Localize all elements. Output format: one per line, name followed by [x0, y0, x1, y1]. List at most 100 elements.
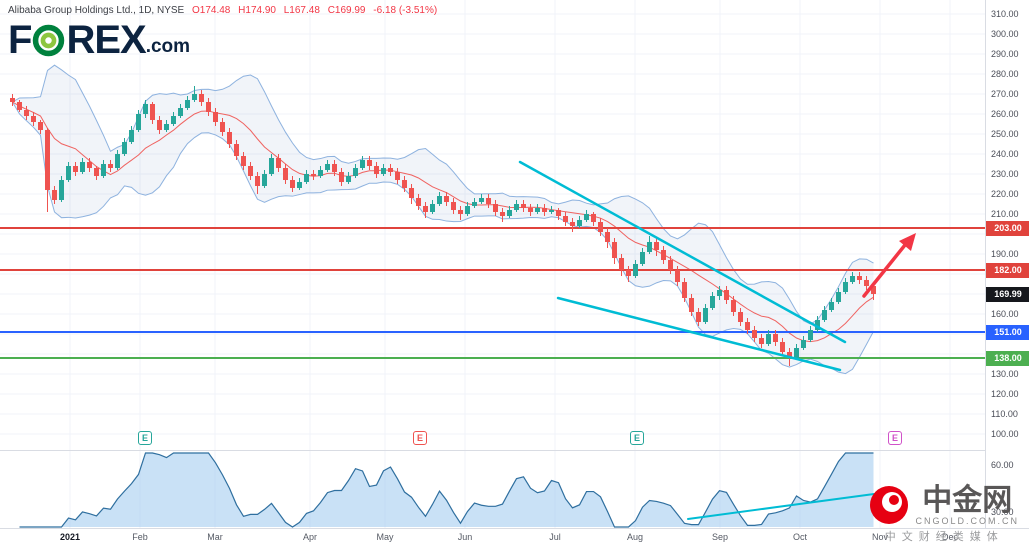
watermark-texts: 中金网 CNGOLD.COM.CN — [915, 483, 1019, 526]
candle-body — [542, 208, 547, 212]
candle-body — [570, 222, 575, 226]
candle-body — [87, 162, 92, 168]
trendline[interactable] — [556, 296, 842, 372]
candle-body — [423, 206, 428, 212]
candle-body — [521, 204, 526, 208]
earnings-event-icon[interactable]: E — [413, 431, 427, 445]
level-price-label: 138.00 — [986, 351, 1029, 366]
candle-body — [31, 116, 36, 122]
candle-body — [486, 198, 491, 204]
last-price-label: 169.99 — [986, 287, 1029, 303]
candle-body — [234, 144, 239, 156]
candle-body — [178, 108, 183, 116]
time-axis-label: Mar — [207, 532, 223, 542]
candle-body — [871, 286, 876, 294]
candle-body — [472, 202, 477, 206]
candle-body — [633, 264, 638, 276]
candle-body — [10, 98, 15, 102]
candle-body — [101, 164, 106, 176]
candle-body — [500, 212, 505, 216]
ohlc-close: C169.99 — [327, 5, 366, 16]
forex-logo-f: F — [8, 18, 32, 62]
arrow-line[interactable] — [862, 243, 907, 298]
time-axis[interactable]: 2021 Feb Mar Apr May Jun Jul Aug Sep Oct Nov Dec — [0, 528, 1029, 546]
candle-body — [640, 252, 645, 264]
candle-body — [339, 172, 344, 182]
oscillator-line — [19, 452, 874, 528]
level-price-label: 182.00 — [986, 263, 1029, 278]
price-axis[interactable]: 100.00 110.00 120.00 130.00 160.00 190.00 210.… — [985, 0, 1029, 546]
candle-body — [801, 340, 806, 348]
candle-body — [290, 180, 295, 188]
chart-canvas[interactable] — [0, 0, 985, 546]
candle-body — [311, 174, 316, 176]
ohlc-open: O174.48 — [192, 5, 231, 16]
cngold-watermark: 中金网 CNGOLD.COM.CN 中文财经类媒体 — [869, 483, 1019, 545]
candle-body — [262, 174, 267, 186]
candle-body — [52, 190, 57, 200]
bollinger-lower-band — [12, 101, 874, 375]
candle-body — [850, 276, 855, 282]
trendline[interactable] — [687, 493, 875, 520]
trendline[interactable] — [518, 160, 847, 344]
chart-header: Alibaba Group Holdings Ltd., 1D, NYSE O1… — [8, 5, 437, 60]
pane-divider[interactable] — [0, 450, 1029, 451]
oscillator-axis-label: 30.00 — [991, 507, 1014, 517]
candle-body — [45, 130, 50, 190]
earnings-event-icon[interactable]: E — [138, 431, 152, 445]
symbol-info-bar[interactable]: Alibaba Group Holdings Ltd., 1D, NYSE O1… — [8, 5, 437, 16]
candle-body — [822, 310, 827, 320]
candle-body — [136, 114, 141, 130]
candle-body — [59, 180, 64, 200]
price-axis-label: 250.00 — [991, 129, 1019, 139]
candle-body — [535, 208, 540, 212]
candle-body — [66, 166, 71, 180]
candle-body — [38, 122, 43, 130]
candle-body — [591, 214, 596, 222]
candle-body — [437, 196, 442, 204]
candle-body — [374, 166, 379, 174]
candle-body — [269, 158, 274, 174]
candle-body — [80, 162, 85, 172]
level-price-label: 203.00 — [986, 221, 1029, 236]
candle-body — [360, 160, 365, 168]
candle-body — [283, 168, 288, 180]
earnings-event-icon[interactable]: E — [630, 431, 644, 445]
candle-body — [220, 122, 225, 132]
candle-body — [612, 242, 617, 258]
candle-body — [402, 180, 407, 188]
candle-body — [255, 176, 260, 186]
candle-body — [241, 156, 246, 166]
candle-body — [451, 202, 456, 210]
candle-body — [332, 164, 337, 172]
time-axis-label: Jul — [549, 532, 561, 542]
forex-logo: F REX .com — [8, 20, 437, 60]
candle-body — [164, 124, 169, 130]
candle-body — [815, 320, 820, 330]
price-axis-label: 160.00 — [991, 309, 1019, 319]
candle-body — [577, 220, 582, 226]
candle-body — [864, 280, 869, 286]
candle-body — [213, 112, 218, 122]
arrow-head[interactable] — [899, 233, 916, 251]
candle-body — [444, 196, 449, 202]
candle-body — [430, 204, 435, 212]
candle-body — [682, 282, 687, 298]
candle-body — [717, 290, 722, 296]
candle-body — [185, 100, 190, 108]
candle-body — [626, 270, 631, 276]
earnings-event-icon[interactable]: E — [888, 431, 902, 445]
candle-body — [675, 270, 680, 282]
candle-body — [297, 182, 302, 188]
oscillator-axis-label: 60.00 — [991, 460, 1014, 470]
time-axis-label: Oct — [792, 532, 808, 542]
candle-body — [157, 120, 162, 130]
candle-body — [129, 130, 134, 142]
time-axis-label: Jun — [457, 532, 473, 542]
watermark-brand: 中金网 — [922, 483, 1013, 517]
forex-logo-o-icon — [33, 24, 65, 56]
bollinger-fill — [12, 65, 874, 374]
candle-body — [752, 330, 757, 338]
candle-body — [647, 242, 652, 252]
candle-body — [549, 210, 554, 212]
